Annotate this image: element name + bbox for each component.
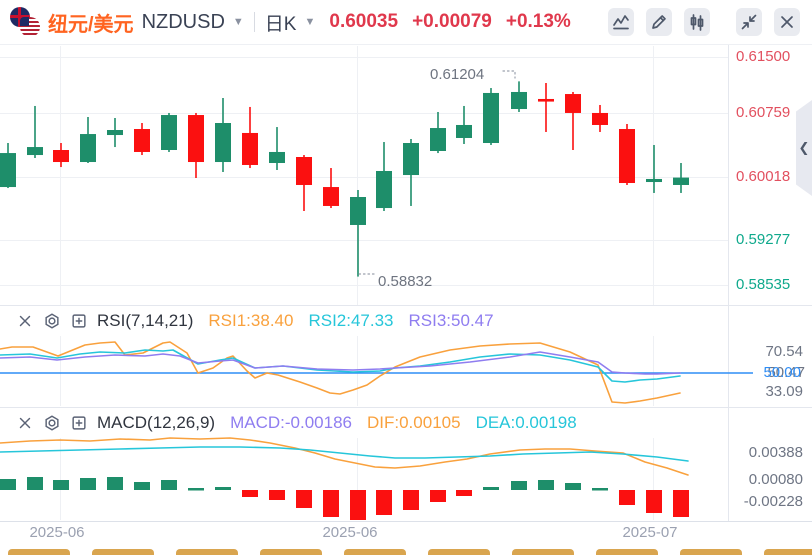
- price-axis-label: 0.60018: [736, 168, 791, 185]
- chevron-left-icon: ❮: [798, 140, 810, 155]
- candle[interactable]: [619, 129, 635, 184]
- candle[interactable]: [161, 115, 177, 151]
- collapse-axis-tab[interactable]: ❮: [796, 100, 812, 196]
- candlestick-style-button[interactable]: [684, 8, 710, 36]
- price-axis-label: 0.60759: [736, 104, 791, 121]
- rsi-axis-label: 33.09: [765, 383, 803, 400]
- last-price: 0.60035: [329, 11, 399, 32]
- candle[interactable]: [0, 153, 16, 188]
- macd-axis-label: 0.00080: [748, 471, 803, 488]
- close-chart-button[interactable]: [774, 8, 800, 36]
- candle[interactable]: [483, 92, 499, 144]
- candle[interactable]: [107, 130, 123, 136]
- rsi-panel-header: RSI(7,14,21) RSI1:38.40 RSI2:47.33 RSI3:…: [0, 306, 494, 336]
- price-change: +0.00079: [412, 11, 492, 32]
- rsi-axis-label: 50.47: [767, 364, 805, 381]
- candle[interactable]: [80, 134, 96, 163]
- close-icon[interactable]: [16, 414, 34, 432]
- line-chart-style-button[interactable]: [608, 8, 634, 36]
- high-price-annotation: 0.61204: [430, 66, 485, 83]
- candle[interactable]: [242, 132, 258, 165]
- candle[interactable]: [296, 157, 312, 185]
- price-axis-label: 0.59277: [736, 231, 791, 248]
- add-indicator-icon[interactable]: [70, 414, 88, 432]
- date-axis-label: 2025-07: [622, 524, 678, 541]
- rsi3-value: RSI3:50.47: [408, 311, 494, 330]
- collapse-chart-button[interactable]: [736, 8, 762, 36]
- candle[interactable]: [565, 94, 581, 113]
- candle[interactable]: [323, 187, 339, 206]
- chart-canvas[interactable]: [0, 45, 812, 555]
- rsi-axis-label: 70.54: [765, 343, 803, 360]
- candle[interactable]: [456, 124, 472, 138]
- pair-code[interactable]: NZDUSD: [141, 10, 225, 33]
- candle[interactable]: [134, 129, 150, 152]
- candlestick-icon: [690, 14, 704, 31]
- date-axis-label: 2025-06: [322, 524, 378, 541]
- candle[interactable]: [646, 178, 662, 183]
- candle[interactable]: [403, 143, 419, 176]
- rsi-axis-label: 50.00: [763, 364, 801, 381]
- macd-axis-label: -0.00228: [743, 493, 803, 510]
- price-axis-label: 0.58535: [736, 276, 791, 293]
- candle[interactable]: [188, 115, 204, 163]
- macd-value: MACD:-0.00186: [230, 413, 352, 432]
- chart-header: 纽元/美元 NZDUSD ▼ 日K ▼ 0.60035 +0.00079 +0.…: [0, 0, 812, 45]
- collapse-arrows-icon: [741, 14, 757, 30]
- macd-axis-label: 0.00388: [748, 444, 803, 461]
- candle[interactable]: [350, 197, 366, 225]
- date-axis-label: 2025-06: [29, 524, 85, 541]
- candle[interactable]: [27, 147, 43, 156]
- macd-title: MACD(12,26,9): [97, 413, 216, 432]
- candle[interactable]: [592, 112, 608, 125]
- divider: [253, 12, 255, 32]
- macd-panel-header: MACD(12,26,9) MACD:-0.00186 DIF:0.00105 …: [0, 408, 577, 438]
- candle[interactable]: [376, 170, 392, 209]
- period-selector[interactable]: 日K: [264, 13, 297, 35]
- pair-name-chinese: 纽元/美元: [48, 13, 134, 36]
- candle[interactable]: [673, 177, 689, 185]
- rsi-title: RSI(7,14,21): [97, 311, 194, 330]
- candle[interactable]: [215, 123, 231, 163]
- rsi2-value: RSI2:47.33: [308, 311, 394, 330]
- candle[interactable]: [430, 128, 446, 151]
- chart-toolbar: [608, 8, 812, 36]
- pair-flag-icon: [10, 7, 40, 37]
- rsi1-value: RSI1:38.40: [208, 311, 294, 330]
- pencil-icon: [652, 15, 666, 29]
- settings-icon[interactable]: [43, 312, 61, 330]
- draw-tool-button[interactable]: [646, 8, 672, 36]
- candle[interactable]: [538, 98, 554, 102]
- candle[interactable]: [269, 151, 285, 164]
- dea-value: DEA:0.00198: [475, 413, 577, 432]
- add-indicator-icon[interactable]: [70, 312, 88, 330]
- chevron-down-icon[interactable]: ▼: [232, 16, 244, 28]
- settings-icon[interactable]: [43, 414, 61, 432]
- trend-line-icon: [613, 15, 629, 30]
- chevron-down-icon[interactable]: ▼: [304, 16, 316, 28]
- candle[interactable]: [53, 150, 69, 163]
- dif-value: DIF:0.00105: [367, 413, 461, 432]
- price-change-percent: +0.13%: [505, 11, 571, 32]
- price-axis-label: 0.61500: [736, 48, 791, 65]
- us-flag-icon: [20, 17, 40, 37]
- close-icon: [781, 16, 793, 28]
- close-icon[interactable]: [16, 312, 34, 330]
- candle[interactable]: [511, 91, 527, 110]
- low-price-annotation: 0.58832: [378, 273, 433, 290]
